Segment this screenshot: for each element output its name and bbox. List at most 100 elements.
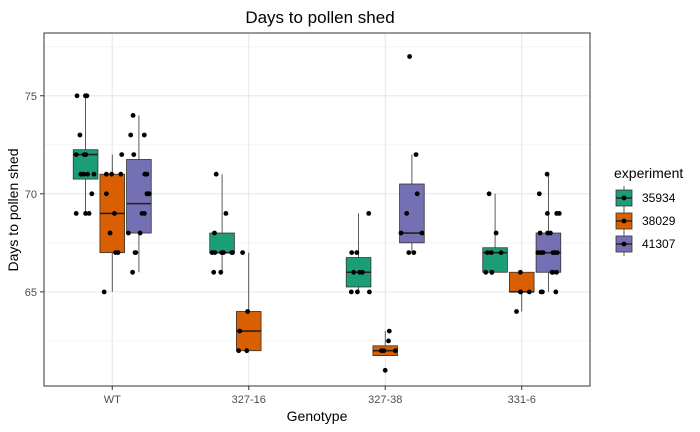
data-point <box>536 191 542 197</box>
legend-label: 38029 <box>642 214 676 228</box>
data-point <box>483 269 489 275</box>
grid-lines <box>44 33 590 386</box>
data-point <box>404 211 410 216</box>
data-point <box>113 250 118 256</box>
data-point <box>549 269 555 275</box>
data-point <box>83 152 89 158</box>
data-point <box>518 269 523 275</box>
box-35934-327-38 <box>345 213 372 292</box>
data-point <box>411 250 417 256</box>
data-point <box>223 211 229 216</box>
data-point <box>554 269 559 275</box>
data-point <box>545 230 551 236</box>
data-point <box>486 191 492 197</box>
data-point <box>125 230 131 236</box>
data-point <box>230 250 235 256</box>
panel-border <box>43 32 591 387</box>
legend-title: experiment <box>614 165 683 181</box>
data-point <box>237 328 243 334</box>
data-point <box>131 152 137 158</box>
legend-label: 35934 <box>642 191 676 205</box>
data-point <box>349 250 355 256</box>
data-point <box>386 328 392 334</box>
data-point <box>218 269 224 275</box>
legend-key-point <box>621 218 627 224</box>
data-point <box>211 269 217 275</box>
data-point <box>419 230 425 236</box>
data-point <box>84 93 90 99</box>
data-point <box>544 171 550 177</box>
data-point <box>393 348 398 354</box>
legend: experiment 35934 38029 41307 <box>614 165 683 256</box>
data-point <box>414 191 420 197</box>
data-point <box>128 132 134 138</box>
data-point <box>133 250 139 256</box>
data-point <box>119 152 125 158</box>
y-axis: 65 70 75 <box>25 91 44 299</box>
data-point <box>407 54 412 59</box>
data-point <box>89 191 95 197</box>
data-point <box>538 289 544 295</box>
data-point <box>514 309 519 314</box>
chart-title: Days to pollen shed <box>245 8 394 27</box>
data-point <box>141 132 147 138</box>
data-point <box>538 250 544 256</box>
data-point <box>91 171 97 177</box>
data-point <box>104 191 109 197</box>
data-point <box>518 289 523 295</box>
data-point <box>144 191 150 197</box>
data-point <box>382 367 388 373</box>
x-axis-title: Genotype <box>287 408 348 424</box>
data-point <box>74 93 80 99</box>
data-point <box>488 250 494 256</box>
panel-background <box>44 33 590 386</box>
data-point <box>245 309 251 314</box>
data-point <box>236 348 242 354</box>
data-point <box>381 348 387 354</box>
box-body <box>509 271 535 293</box>
data-point <box>139 211 145 216</box>
data-point <box>485 250 490 256</box>
data-point <box>386 338 391 344</box>
x-tick-label: 327-38 <box>368 394 402 406</box>
data-point <box>144 171 150 177</box>
data-point <box>130 269 136 275</box>
data-point <box>550 250 556 256</box>
data-point <box>348 289 354 295</box>
x-tick-label: 331-6 <box>508 394 536 406</box>
legend-key-point <box>621 241 627 247</box>
data-point <box>213 171 219 177</box>
data-point <box>553 289 559 295</box>
data-point <box>413 152 419 158</box>
data-point <box>83 211 88 216</box>
y-axis-title: Days to pollen shed <box>5 149 21 272</box>
x-tick-label: WT <box>104 394 121 406</box>
data-point <box>77 132 83 138</box>
data-point <box>85 171 90 177</box>
data-point <box>137 230 143 236</box>
legend-item-38029: 38029 <box>615 209 676 233</box>
data-point <box>351 269 357 275</box>
data-point <box>493 230 499 236</box>
legend-key-point <box>621 195 627 201</box>
data-point <box>498 250 504 256</box>
legend-item-41307: 41307 <box>615 232 676 256</box>
legend-label: 41307 <box>642 237 676 251</box>
legend-item-35934: 35934 <box>615 186 676 210</box>
data-point <box>240 250 246 256</box>
data-point <box>118 171 124 177</box>
box-41307-WT <box>126 115 152 273</box>
y-tick-label: 65 <box>25 287 37 299</box>
y-tick-label: 70 <box>25 189 37 201</box>
box-body <box>209 232 235 254</box>
x-tick-label: 327-16 <box>232 394 266 406</box>
data-point <box>86 211 92 216</box>
box-body <box>126 159 152 234</box>
data-point <box>101 289 107 295</box>
data-point <box>73 152 79 158</box>
plot-points <box>73 54 562 373</box>
data-point <box>244 348 250 354</box>
data-point <box>366 211 372 216</box>
data-point <box>109 171 114 177</box>
